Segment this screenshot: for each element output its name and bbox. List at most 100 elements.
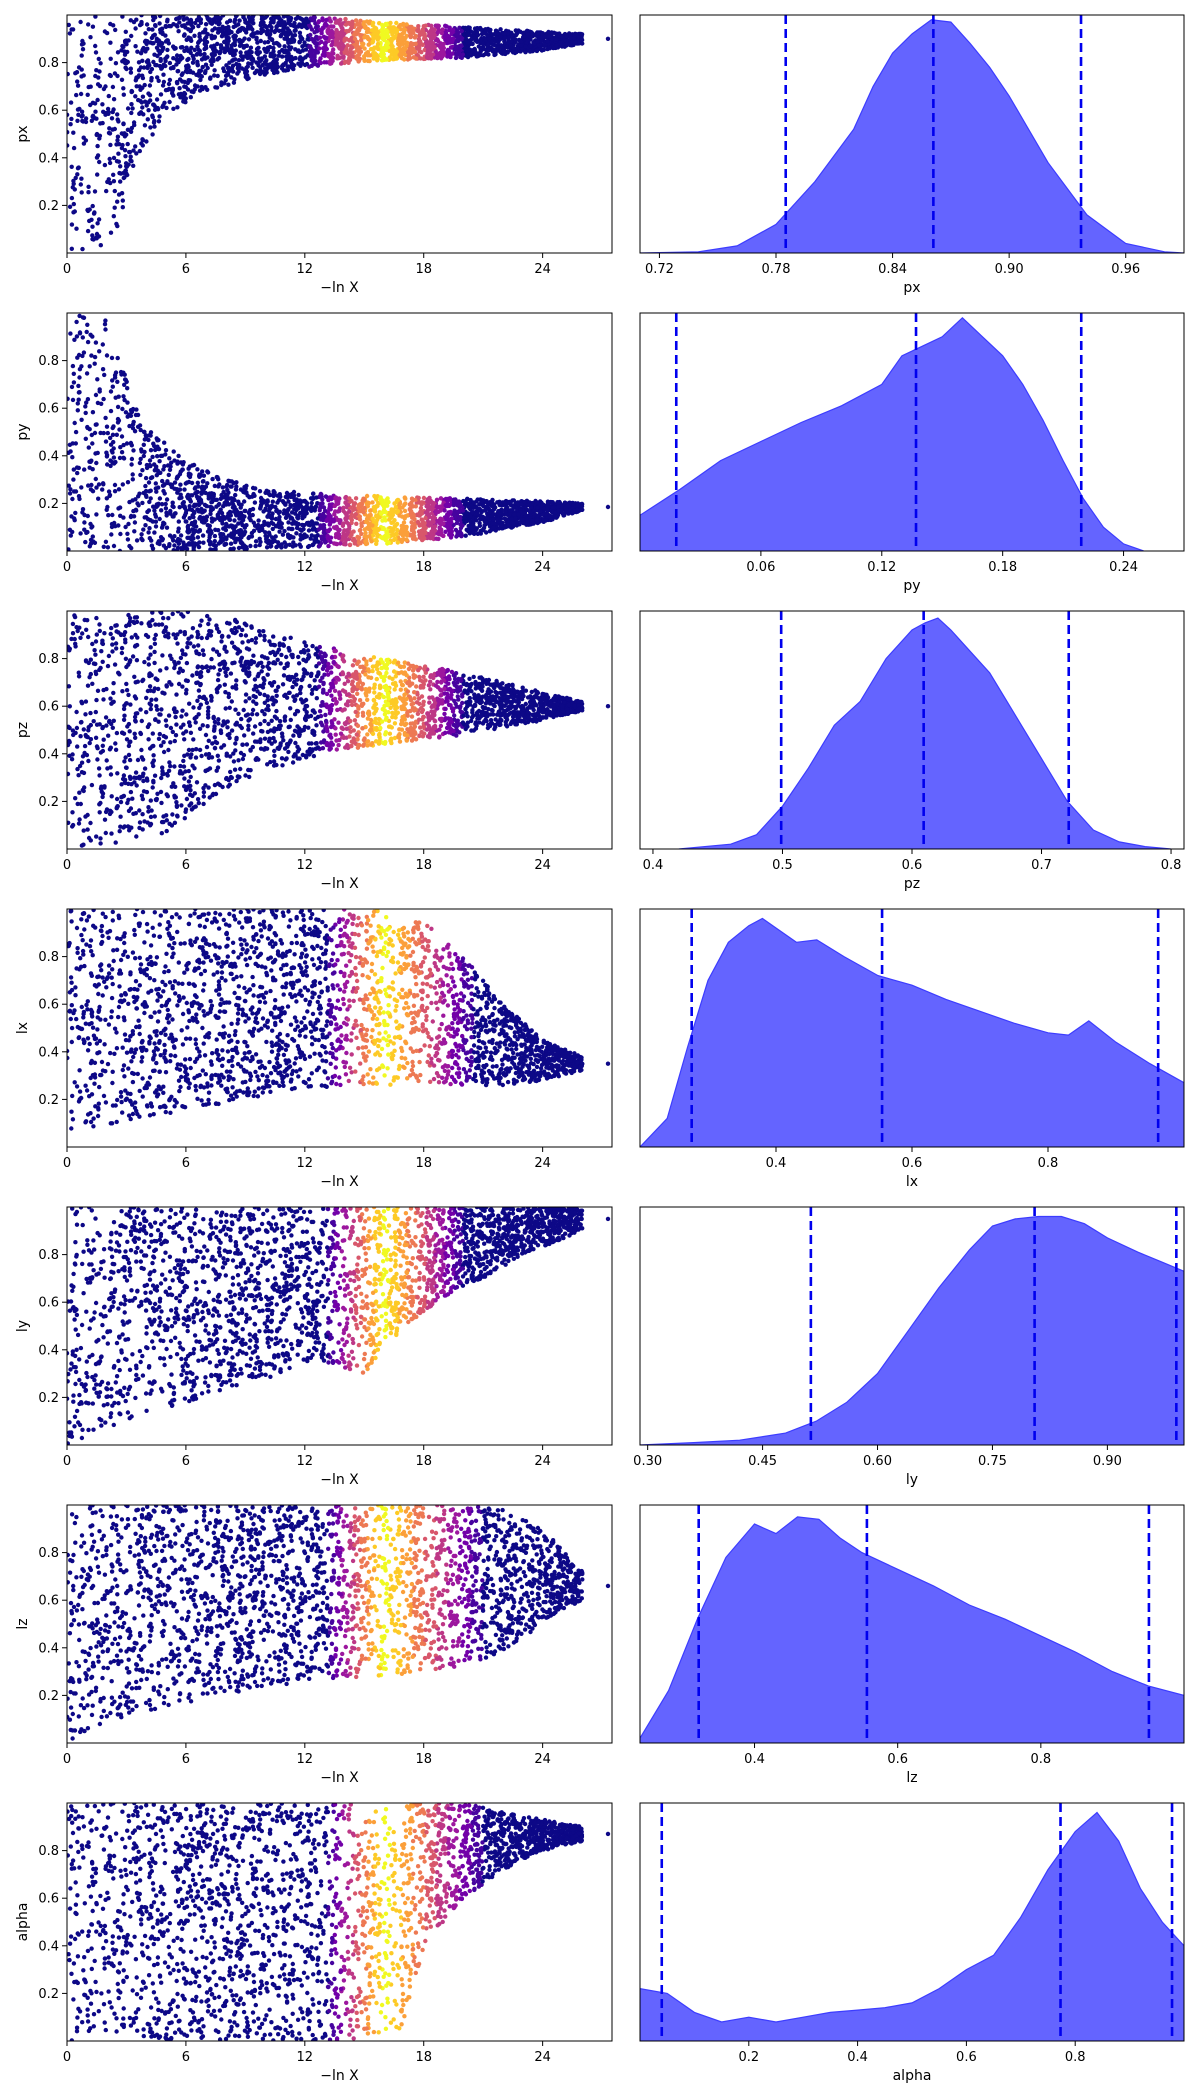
trace-point (105, 462, 110, 467)
trace-point (264, 522, 269, 527)
trace-point (147, 499, 152, 505)
trace-point (353, 18, 359, 23)
trace-point (106, 109, 111, 115)
trace-point (243, 69, 249, 75)
trace-point (85, 92, 90, 98)
trace-point (98, 61, 103, 66)
trace-point (386, 540, 391, 545)
trace-point (572, 33, 578, 38)
trace-point (134, 75, 139, 80)
trace-point (505, 49, 510, 54)
trace-point (157, 459, 162, 464)
trace-point (439, 532, 444, 538)
trace-point (347, 38, 352, 43)
trace-point (204, 45, 209, 51)
trace-point (308, 54, 314, 59)
trace-point (74, 319, 79, 325)
trace-point (110, 109, 115, 115)
trace-point (83, 116, 89, 121)
trace-point (197, 88, 203, 93)
trace-point (233, 492, 238, 498)
trace-point (183, 96, 188, 101)
trace-point (190, 60, 196, 65)
trace-point (90, 233, 95, 238)
trace-point (78, 91, 84, 97)
trace-point (73, 175, 78, 181)
trace-point (397, 32, 402, 38)
trace-point (456, 503, 462, 508)
trace-point (385, 34, 391, 39)
trace-point (375, 534, 380, 539)
trace-point (192, 33, 197, 38)
trace-point (560, 511, 565, 516)
trace-point (121, 86, 126, 91)
trace-point (125, 127, 131, 132)
trace-point (117, 455, 123, 461)
trace-point (124, 441, 130, 446)
trace-point (378, 52, 383, 57)
trace-point (111, 172, 116, 177)
trace-point (103, 318, 108, 323)
trace-point (85, 397, 91, 402)
trace-point (241, 15, 246, 18)
trace-point (347, 54, 352, 60)
trace-point (164, 105, 169, 111)
trace-point (201, 515, 206, 520)
trace-point (130, 426, 136, 431)
trace-point (518, 49, 523, 54)
trace-point (77, 367, 83, 372)
trace-point (187, 504, 192, 509)
trace-point (84, 329, 89, 335)
trace-point (443, 37, 448, 42)
trace-point (112, 489, 118, 494)
trace-point (132, 529, 137, 534)
trace-point (271, 70, 277, 76)
trace-point (118, 179, 123, 184)
trace-point (67, 204, 73, 209)
trace-point (288, 504, 293, 509)
trace-point (170, 535, 175, 541)
trace-point (80, 335, 86, 340)
trace-point (434, 497, 440, 502)
trace-point (200, 488, 205, 493)
axes-frame (66, 14, 613, 254)
trace-point (375, 503, 380, 509)
trace-point (475, 53, 480, 59)
trace-point (430, 534, 435, 540)
trace-point (321, 530, 326, 535)
trace-point (195, 59, 200, 64)
trace-point (307, 22, 312, 28)
trace-point (231, 80, 237, 85)
trace-point (252, 500, 258, 505)
trace-point (454, 32, 459, 37)
trace-point (262, 23, 268, 29)
trace-point (286, 534, 291, 539)
trace-point (146, 100, 151, 105)
trace-point (134, 508, 139, 513)
trace-point (198, 52, 203, 57)
trace-point (296, 492, 301, 498)
trace-point (155, 105, 160, 111)
trace-point (198, 77, 203, 83)
trace-point (153, 62, 158, 68)
trace-point (478, 25, 483, 31)
trace-point (176, 536, 181, 542)
trace-point (86, 445, 92, 450)
trace-point (359, 37, 364, 43)
trace-point (504, 44, 509, 50)
trace-point (77, 330, 83, 335)
trace-point (150, 546, 156, 551)
trace-point (140, 537, 145, 543)
trace-point (362, 35, 367, 40)
trace-point (349, 45, 355, 50)
trace-point (465, 48, 471, 53)
trace-point (231, 52, 237, 57)
trace-point (468, 525, 473, 530)
trace-point (70, 529, 75, 535)
trace-point (274, 24, 279, 29)
trace-point (211, 43, 217, 48)
trace-point (182, 32, 187, 37)
trace-point (333, 509, 338, 514)
trace-point (211, 47, 216, 52)
trace-point (190, 53, 195, 59)
